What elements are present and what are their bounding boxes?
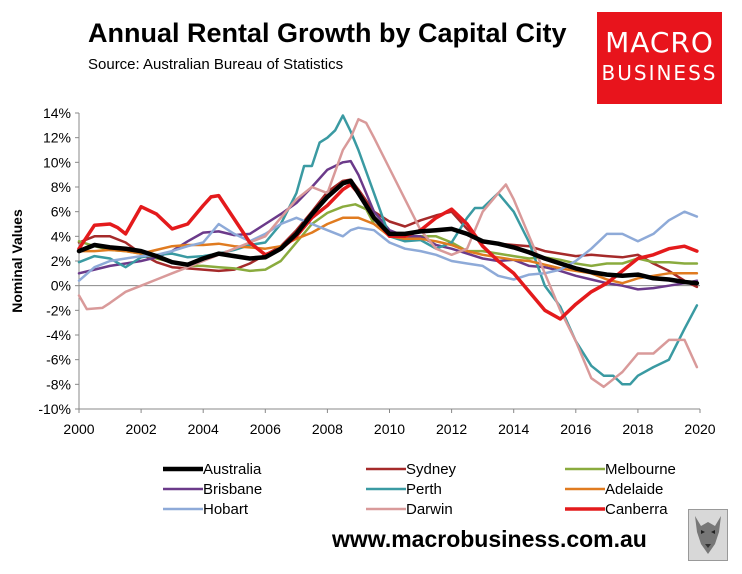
series-line-brisbane	[77, 159, 699, 291]
footer-url: www.macrobusiness.com.au	[332, 526, 647, 552]
x-tick-label: 2014	[498, 421, 529, 437]
legend-label-sydney: Sydney	[406, 461, 457, 478]
wolf-emblem-icon	[688, 509, 728, 561]
x-tick-label: 2018	[622, 421, 653, 437]
series-line-australia	[76, 178, 700, 286]
y-tick-label: -6%	[46, 352, 71, 368]
y-tick-label: -10%	[38, 401, 71, 417]
x-tick-label: 2004	[188, 421, 219, 437]
x-tick-label: 2010	[374, 421, 405, 437]
y-tick-label: 2%	[51, 253, 71, 269]
series-line-hobart	[77, 210, 699, 282]
chart-subtitle: Source: Australian Bureau of Statistics	[88, 56, 344, 73]
legend-label-brisbane: Brisbane	[203, 481, 262, 498]
y-tick-label: 6%	[51, 204, 71, 220]
y-tick-label: 0%	[51, 278, 71, 294]
y-tick-label: -4%	[46, 327, 71, 343]
y-tick-label: -8%	[46, 376, 71, 392]
x-tick-label: 2002	[126, 421, 157, 437]
y-tick-label: 14%	[43, 105, 71, 121]
x-tick-label: 2008	[312, 421, 343, 437]
legend-label-perth: Perth	[406, 481, 442, 498]
series-line-darwin	[77, 117, 699, 389]
chart-title: Annual Rental Growth by Capital City	[88, 18, 567, 48]
logo-line-macro: MACRO	[605, 26, 714, 59]
x-tick-label: 2020	[684, 421, 715, 437]
x-tick-label: 2016	[560, 421, 591, 437]
series-line-perth	[77, 114, 699, 386]
legend-label-canberra: Canberra	[605, 501, 668, 518]
y-axis-label: Nominal Values	[9, 209, 25, 313]
legend-label-adelaide: Adelaide	[605, 481, 663, 498]
y-tick-label: 4%	[51, 228, 71, 244]
legend-label-melbourne: Melbourne	[605, 461, 676, 478]
x-tick-label: 2006	[250, 421, 281, 437]
logo-line-business: BUSINESS	[601, 61, 718, 85]
y-tick-label: 12%	[43, 130, 71, 146]
x-tick-label: 2012	[436, 421, 467, 437]
macrobusiness-logo: MACRO BUSINESS	[597, 12, 722, 104]
legend-label-hobart: Hobart	[203, 501, 249, 518]
legend-label-australia: Australia	[203, 461, 262, 478]
legend-label-darwin: Darwin	[406, 501, 453, 518]
y-tick-label: 8%	[51, 179, 71, 195]
y-tick-label: 10%	[43, 154, 71, 170]
y-tick-label: -2%	[46, 302, 71, 318]
x-tick-label: 2000	[63, 421, 94, 437]
